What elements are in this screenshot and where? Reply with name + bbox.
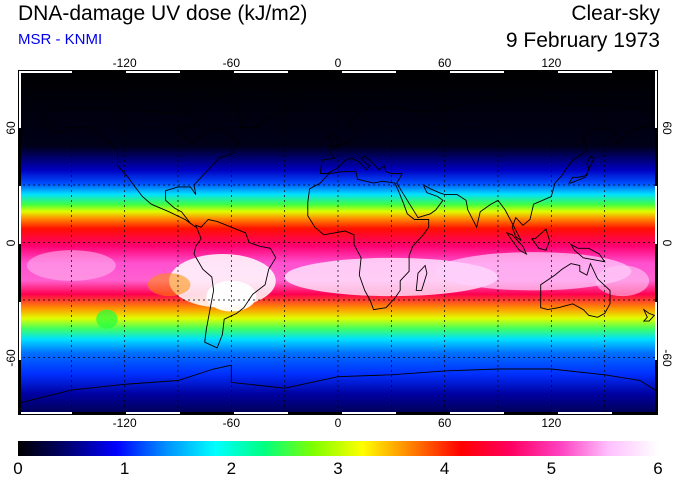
- frame-segment: [612, 412, 658, 415]
- uv-hotspot-6: [96, 309, 118, 329]
- lat-tick-label-right: -60: [660, 348, 674, 367]
- frame-segment: [18, 128, 21, 186]
- frame-segment: [234, 412, 288, 415]
- frame-segment: [18, 70, 21, 128]
- frame-segment: [655, 360, 658, 415]
- frame-border: [18, 70, 658, 415]
- frame-segment: [396, 70, 450, 73]
- frame-segment: [180, 412, 234, 415]
- frame-segment: [18, 412, 72, 415]
- coastline-greenland: [212, 82, 304, 128]
- coastline-south-america: [193, 219, 277, 349]
- coastline-north-america: [38, 107, 239, 228]
- colorbar-label: 0: [13, 459, 23, 478]
- coastline-europe-asia: [319, 94, 658, 241]
- colorbar-label: 6: [653, 459, 663, 478]
- colorbar-label: 1: [119, 459, 130, 478]
- uv-hotspot-7: [595, 265, 650, 297]
- colorbar-label: 4: [439, 459, 450, 478]
- lon-tick-label-bottom: -60: [222, 416, 240, 430]
- lon-tick-label-top: -120: [112, 56, 137, 70]
- coastline-africa: [307, 171, 430, 311]
- lon-tick-label-bottom: -120: [112, 416, 137, 430]
- frame-segment: [655, 70, 658, 128]
- source-credit: MSR - KNMI: [18, 31, 103, 48]
- lon-tick-label-top: -60: [222, 56, 240, 70]
- graticule-grid: [18, 70, 658, 415]
- frame-segment: [558, 412, 612, 415]
- frame-segment: [655, 128, 658, 186]
- uv-hotspot-5: [147, 273, 191, 297]
- colorbar-label: 2: [226, 459, 237, 478]
- frame-segment: [72, 412, 126, 415]
- frame-segment: [504, 412, 558, 415]
- frame-segment: [450, 412, 504, 415]
- lon-tick-label-bottom: 60: [437, 416, 452, 430]
- lon-tick-label-top: 0: [334, 56, 342, 70]
- lon-tick-label-top: 120: [541, 56, 562, 70]
- frame-segment: [126, 412, 180, 415]
- frame-segment: [655, 244, 658, 302]
- frame-segment: [288, 412, 342, 415]
- frame-segment: [18, 244, 21, 302]
- colorbar: [18, 441, 658, 456]
- frame-segment: [450, 70, 504, 73]
- uv-hotspot-3: [435, 252, 632, 291]
- lon-tick-label-bottom: 120: [541, 416, 562, 430]
- coastline-sumatra: [505, 232, 528, 256]
- lat-tick-label-left: 60: [4, 120, 18, 135]
- coastline-antarctica: [18, 364, 658, 404]
- frame-segment: [18, 360, 21, 415]
- colorbar-label: 3: [333, 459, 343, 478]
- uv-dose-world-map: [18, 70, 658, 415]
- colorbar-label: 5: [546, 459, 557, 478]
- map-title: DNA-damage UV dose (kJ/m2): [18, 2, 308, 25]
- map-frame: [18, 70, 658, 415]
- lon-tick-label-bottom: 0: [334, 416, 342, 430]
- frame-segment: [655, 302, 658, 360]
- coastlines: [18, 82, 658, 404]
- coastline-new-zealand: [642, 308, 656, 322]
- lat-tick-label-left: -60: [4, 348, 18, 367]
- frame-segment: [18, 302, 21, 360]
- frame-segment: [396, 412, 450, 415]
- frame-segment: [288, 70, 342, 73]
- frame-segment: [126, 70, 180, 73]
- lat-tick-label-right: 60: [660, 120, 674, 135]
- coastline-borneo: [530, 228, 551, 251]
- lat-tick-label-right: 0: [660, 239, 674, 246]
- frame-segment: [655, 186, 658, 244]
- frame-segment: [18, 186, 21, 244]
- coastline-britain: [326, 130, 341, 148]
- lat-tick-label-left: 0: [4, 239, 18, 246]
- sky-condition-label: Clear-sky: [571, 2, 660, 25]
- frame-segment: [612, 70, 658, 73]
- frame-segment: [180, 70, 234, 73]
- frame-segment: [504, 70, 558, 73]
- frame-segment: [18, 70, 72, 73]
- lon-tick-label-top: 60: [437, 56, 452, 70]
- coastline-japan: [568, 155, 595, 184]
- frame-segment: [558, 70, 612, 73]
- frame-segment: [342, 70, 396, 73]
- frame-segment: [72, 70, 126, 73]
- date-label: 9 February 1973: [505, 29, 660, 52]
- frame-segment: [234, 70, 288, 73]
- coastline-australia: [540, 262, 611, 318]
- coastline-madagascar: [415, 264, 428, 291]
- frame-segment: [342, 412, 396, 415]
